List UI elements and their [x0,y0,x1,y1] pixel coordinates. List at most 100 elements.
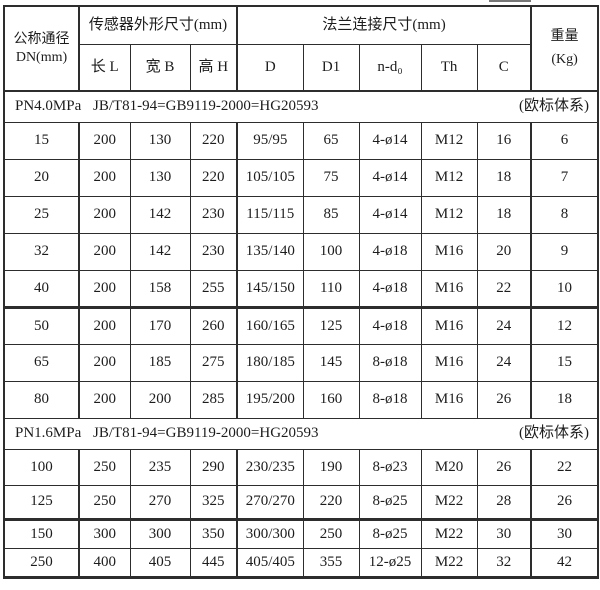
table-cell: 400 [78,547,131,578]
table-cell: 65 [302,121,360,160]
table-header: 公称通径 DN(mm) 传感器外形尺寸(mm) 法兰连接尺寸(mm) 重量 (K… [3,5,599,92]
table-cell: 300 [78,518,131,549]
table-cell: 200 [78,306,131,345]
table-cell: 270 [129,484,191,520]
table-cell: 28 [476,484,532,520]
table-cell: 32 [476,547,532,578]
table-cell: M22 [420,518,478,549]
table-cell: M12 [420,158,478,197]
table-cell: 200 [78,269,131,308]
table-cell: 158 [129,269,191,308]
table-cell: 18 [530,380,599,419]
table-cell: 325 [189,484,238,520]
table-cell: 405 [129,547,191,578]
table-cell: 4-ø14 [358,121,422,160]
table-cell: 200 [129,380,191,419]
table-cell: 255 [189,269,238,308]
table-cell: 250 [78,484,131,520]
table-cell: M16 [420,380,478,419]
table-cell: 100 [3,448,80,486]
table-cell: 110 [302,269,360,308]
table-cell: 160 [302,380,360,419]
table-cell: 200 [78,343,131,382]
table-row: 15 200 130 220 95/95 65 4-ø14 M12 16 6 [3,121,599,160]
table-cell: 142 [129,195,191,234]
table-cell: M20 [420,448,478,486]
table-row: 65 200 185 275 180/185 145 8-ø18 M16 24 15 [3,343,599,382]
table-cell: 130 [129,158,191,197]
table-cell: 220 [189,158,238,197]
table-section-pn16: PN1.6MPa JB/T81-94=GB9119-2000=HG20593 (… [3,417,599,578]
pressure-rating: PN1.6MPa [15,425,82,442]
table-cell: 12-ø25 [358,547,422,578]
table-cell: 350 [189,518,238,549]
table-cell: 250 [78,448,131,486]
column-header-nd0: n-d₀ [358,43,422,92]
header-row-groups: 公称通径 DN(mm) 传感器外形尺寸(mm) 法兰连接尺寸(mm) 重量 (K… [3,5,599,92]
table-cell: 195/200 [236,380,304,419]
column-header-th: Th [420,43,478,92]
table-row: 250 400 405 445 405/405 355 12-ø25 M22 32 42 [3,547,599,578]
spec-table: 公称通径 DN(mm) 传感器外形尺寸(mm) 法兰连接尺寸(mm) 重量 (K… [3,5,600,579]
table-cell: 15 [530,343,599,382]
section-header-row: PN1.6MPa JB/T81-94=GB9119-2000=HG20593 (… [3,417,599,450]
table-row: 25 200 142 230 115/115 85 4-ø14 M12 18 8 [3,195,599,234]
table-cell: 145 [302,343,360,382]
table-cell: 4-ø18 [358,232,422,271]
table-cell: 200 [78,380,131,419]
table-cell: 200 [78,195,131,234]
table-cell: 230/235 [236,448,304,486]
table-cell: 8-ø18 [358,343,422,382]
table-cell: 4-ø18 [358,306,422,345]
table-cell: 40 [3,269,80,308]
table-row: 50 200 170 260 160/165 125 4-ø18 M16 24 12 [3,306,599,345]
column-header-weight: 重量 (Kg) [530,5,599,92]
table-row: 150 300 300 350 300/300 250 8-ø25 M22 30 30 [3,518,599,549]
table-cell: 285 [189,380,238,419]
table-cell: 160/165 [236,306,304,345]
table-cell: 100 [302,232,360,271]
table-cell: 95/95 [236,121,304,160]
column-header-width: 宽 B [129,43,191,92]
table-cell: 8-ø23 [358,448,422,486]
table-cell: 20 [3,158,80,197]
table-cell: 22 [476,269,532,308]
table-row: 40 200 158 255 145/150 110 4-ø18 M16 22 10 [3,269,599,308]
table-cell: 125 [3,484,80,520]
table-cell: 230 [189,232,238,271]
table-section-pn40: PN4.0MPa JB/T81-94=GB9119-2000=HG20593 (… [3,90,599,419]
table-cell: M22 [420,484,478,520]
dn-label-line2: DN(mm) [15,49,68,65]
section-header-row: PN4.0MPa JB/T81-94=GB9119-2000=HG20593 (… [3,90,599,123]
table-cell: M16 [420,343,478,382]
column-header-length: 长 L [78,43,131,92]
table-cell: 26 [476,448,532,486]
table-cell: 220 [302,484,360,520]
table-cell: 7 [530,158,599,197]
table-cell: 65 [3,343,80,382]
table-cell: 260 [189,306,238,345]
table-cell: 105/105 [236,158,304,197]
section-header-cell: PN1.6MPa JB/T81-94=GB9119-2000=HG20593 (… [3,417,599,450]
table-cell: 180/185 [236,343,304,382]
table-cell: 275 [189,343,238,382]
table-cell: 8-ø25 [358,518,422,549]
table-cell: 250 [3,547,80,578]
table-cell: 115/115 [236,195,304,234]
table-cell: 85 [302,195,360,234]
table-cell: 8-ø25 [358,484,422,520]
column-header-c: C [476,43,533,92]
table-cell: 22 [530,448,599,486]
column-header-dn: 公称通径 DN(mm) [3,5,80,92]
table-cell: 24 [476,306,532,345]
table-cell: 145/150 [236,269,304,308]
table-cell: 25 [3,195,80,234]
table-cell: 142 [129,232,191,271]
table-cell: 220 [189,121,238,160]
table-cell: 10 [530,269,599,308]
table-cell: 4-ø14 [358,195,422,234]
section-header-cell: PN4.0MPa JB/T81-94=GB9119-2000=HG20593 (… [3,90,599,123]
table-cell: 9 [530,232,599,271]
table-cell: 355 [302,547,360,578]
table-cell: 445 [189,547,238,578]
